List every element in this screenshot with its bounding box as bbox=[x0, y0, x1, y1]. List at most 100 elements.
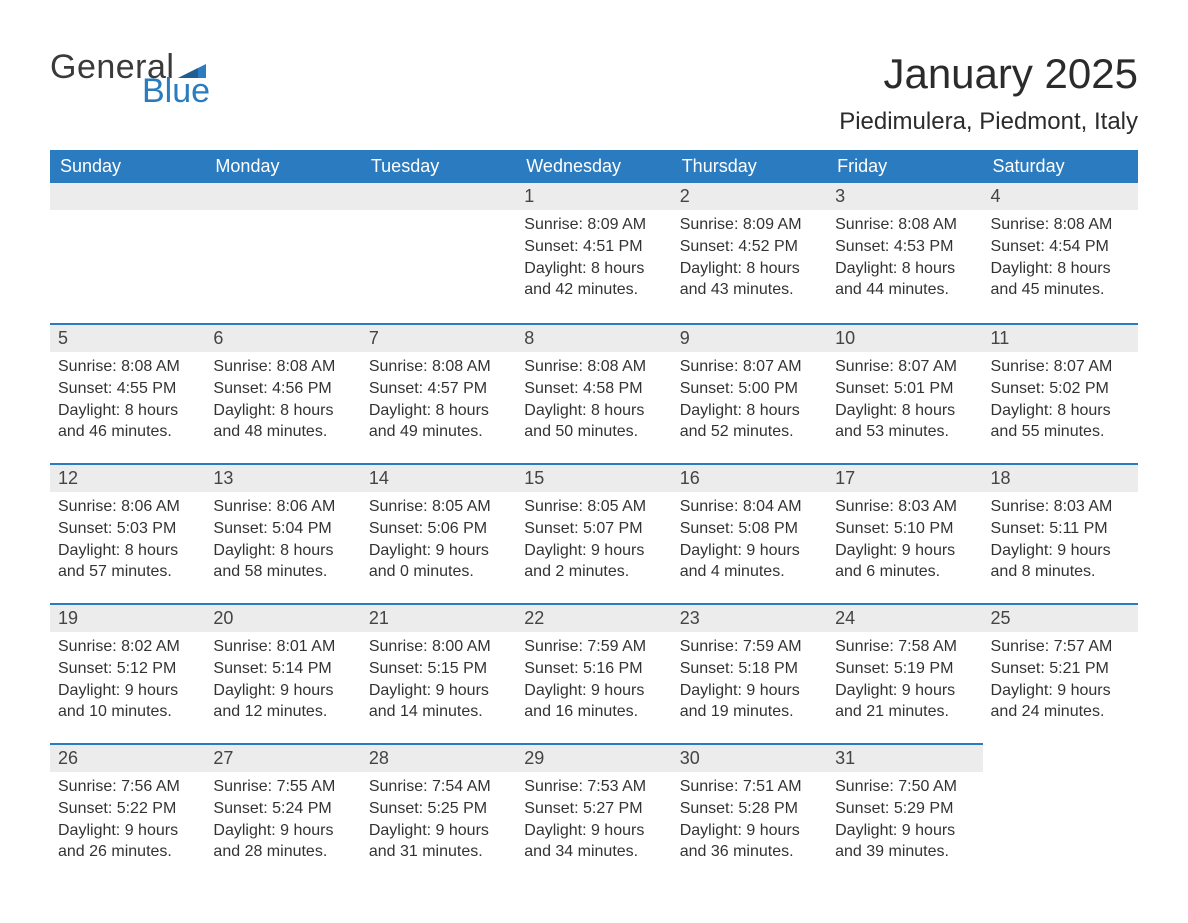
day-body: Sunrise: 7:51 AMSunset: 5:28 PMDaylight:… bbox=[672, 772, 827, 872]
day-header: Sunday bbox=[50, 150, 205, 183]
daylight-text-2: and 19 minutes. bbox=[680, 701, 819, 723]
daylight-text-1: Daylight: 9 hours bbox=[369, 680, 508, 702]
daylight-text-1: Daylight: 8 hours bbox=[213, 400, 352, 422]
day-header: Wednesday bbox=[516, 150, 671, 183]
day-number-bar: 14 bbox=[361, 463, 516, 492]
sunrise-text: Sunrise: 7:58 AM bbox=[835, 636, 974, 658]
daylight-text-2: and 2 minutes. bbox=[524, 561, 663, 583]
daylight-text-2: and 14 minutes. bbox=[369, 701, 508, 723]
day-number-bar: 21 bbox=[361, 603, 516, 632]
daylight-text-2: and 52 minutes. bbox=[680, 421, 819, 443]
calendar-cell: 14Sunrise: 8:05 AMSunset: 5:06 PMDayligh… bbox=[361, 463, 516, 603]
daylight-text-1: Daylight: 8 hours bbox=[213, 540, 352, 562]
sunset-text: Sunset: 5:19 PM bbox=[835, 658, 974, 680]
daylight-text-1: Daylight: 9 hours bbox=[680, 540, 819, 562]
daylight-text-2: and 45 minutes. bbox=[991, 279, 1130, 301]
sunset-text: Sunset: 5:16 PM bbox=[524, 658, 663, 680]
sunrise-text: Sunrise: 8:08 AM bbox=[524, 356, 663, 378]
calendar-cell: 17 Sunrise: 8:03 AMSunset: 5:10 PMDayligh… bbox=[827, 463, 982, 603]
day-body: Sunrise: 7:50 AMSunset: 5:29 PMDaylight:… bbox=[827, 772, 982, 872]
day-body: Sunrise: 8:07 AMSunset: 5:02 PMDaylight:… bbox=[983, 352, 1138, 452]
day-number-bar: 17 bbox=[827, 463, 982, 492]
daylight-text-2: and 10 minutes. bbox=[58, 701, 197, 723]
calendar-cell: 4Sunrise: 8:08 AMSunset: 4:54 PMDaylight… bbox=[983, 183, 1138, 323]
calendar-cell bbox=[50, 183, 205, 323]
day-body: Sunrise: 8:08 AMSunset: 4:56 PMDaylight:… bbox=[205, 352, 360, 452]
daylight-text-2: and 44 minutes. bbox=[835, 279, 974, 301]
month-title: January 2025 bbox=[839, 50, 1138, 98]
sunrise-text: Sunrise: 8:00 AM bbox=[369, 636, 508, 658]
day-body: Sunrise: 8:00 AMSunset: 5:15 PMDaylight:… bbox=[361, 632, 516, 732]
logo: General Blue bbox=[50, 50, 210, 108]
day-body: Sunrise: 7:55 AMSunset: 5:24 PMDaylight:… bbox=[205, 772, 360, 872]
day-body: Sunrise: 7:53 AMSunset: 5:27 PMDaylight:… bbox=[516, 772, 671, 872]
calendar-cell: 12Sunrise: 8:06 AMSunset: 5:03 PMDayligh… bbox=[50, 463, 205, 603]
day-header: Thursday bbox=[672, 150, 827, 183]
daylight-text-1: Daylight: 9 hours bbox=[991, 680, 1130, 702]
sunset-text: Sunset: 5:27 PM bbox=[524, 798, 663, 820]
day-body: Sunrise: 8:07 AMSunset: 5:01 PMDaylight:… bbox=[827, 352, 982, 452]
sunrise-text: Sunrise: 8:09 AM bbox=[680, 214, 819, 236]
daylight-text-1: Daylight: 9 hours bbox=[835, 540, 974, 562]
sunset-text: Sunset: 5:04 PM bbox=[213, 518, 352, 540]
daylight-text-2: and 6 minutes. bbox=[835, 561, 974, 583]
daylight-text-1: Daylight: 9 hours bbox=[680, 680, 819, 702]
sunset-text: Sunset: 5:07 PM bbox=[524, 518, 663, 540]
daylight-text-1: Daylight: 8 hours bbox=[524, 258, 663, 280]
day-body: Sunrise: 8:06 AMSunset: 5:04 PMDaylight:… bbox=[205, 492, 360, 592]
day-number-bar: 29 bbox=[516, 743, 671, 772]
sunrise-text: Sunrise: 8:06 AM bbox=[213, 496, 352, 518]
title-block: January 2025 Piedimulera, Piedmont, Ital… bbox=[839, 50, 1138, 136]
day-number-bar: 11 bbox=[983, 323, 1138, 352]
daylight-text-1: Daylight: 9 hours bbox=[991, 540, 1130, 562]
day-header: Tuesday bbox=[361, 150, 516, 183]
daylight-text-2: and 34 minutes. bbox=[524, 841, 663, 863]
day-body: Sunrise: 8:06 AMSunset: 5:03 PMDaylight:… bbox=[50, 492, 205, 592]
day-number-bar: 23 bbox=[672, 603, 827, 632]
calendar-cell: 13Sunrise: 8:06 AMSunset: 5:04 PMDayligh… bbox=[205, 463, 360, 603]
calendar-cell: 20Sunrise: 8:01 AMSunset: 5:14 PMDayligh… bbox=[205, 603, 360, 743]
day-body: Sunrise: 7:57 AMSunset: 5:21 PMDaylight:… bbox=[983, 632, 1138, 732]
day-body: Sunrise: 8:05 AMSunset: 5:07 PMDaylight:… bbox=[516, 492, 671, 592]
sunset-text: Sunset: 5:06 PM bbox=[369, 518, 508, 540]
daylight-text-2: and 46 minutes. bbox=[58, 421, 197, 443]
sunset-text: Sunset: 4:52 PM bbox=[680, 236, 819, 258]
day-body: Sunrise: 7:58 AMSunset: 5:19 PMDaylight:… bbox=[827, 632, 982, 732]
calendar-cell: 16Sunrise: 8:04 AMSunset: 5:08 PMDayligh… bbox=[672, 463, 827, 603]
day-body: Sunrise: 8:08 AMSunset: 4:53 PMDaylight:… bbox=[827, 210, 982, 310]
calendar-cell: 22Sunrise: 7:59 AMSunset: 5:16 PMDayligh… bbox=[516, 603, 671, 743]
sunrise-text: Sunrise: 8:02 AM bbox=[58, 636, 197, 658]
logo-text-blue: Blue bbox=[142, 74, 210, 108]
sunset-text: Sunset: 5:18 PM bbox=[680, 658, 819, 680]
daylight-text-1: Daylight: 8 hours bbox=[991, 400, 1130, 422]
daylight-text-2: and 24 minutes. bbox=[991, 701, 1130, 723]
sunrise-text: Sunrise: 7:57 AM bbox=[991, 636, 1130, 658]
daylight-text-1: Daylight: 9 hours bbox=[369, 540, 508, 562]
sunrise-text: Sunrise: 8:03 AM bbox=[835, 496, 974, 518]
daylight-text-2: and 16 minutes. bbox=[524, 701, 663, 723]
day-number-bar: 18 bbox=[983, 463, 1138, 492]
day-body: Sunrise: 8:09 AMSunset: 4:51 PMDaylight:… bbox=[516, 210, 671, 310]
daylight-text-2: and 39 minutes. bbox=[835, 841, 974, 863]
calendar-cell: 7Sunrise: 8:08 AMSunset: 4:57 PMDaylight… bbox=[361, 323, 516, 463]
sunrise-text: Sunrise: 8:07 AM bbox=[991, 356, 1130, 378]
calendar-week-row: 1Sunrise: 8:09 AMSunset: 4:51 PMDaylight… bbox=[50, 183, 1138, 323]
sunset-text: Sunset: 5:21 PM bbox=[991, 658, 1130, 680]
sunset-text: Sunset: 5:12 PM bbox=[58, 658, 197, 680]
sunset-text: Sunset: 5:10 PM bbox=[835, 518, 974, 540]
day-header: Monday bbox=[205, 150, 360, 183]
calendar-week-row: 5Sunrise: 8:08 AMSunset: 4:55 PMDaylight… bbox=[50, 323, 1138, 463]
day-number-bar: 31 bbox=[827, 743, 982, 772]
daylight-text-1: Daylight: 9 hours bbox=[213, 680, 352, 702]
calendar-cell: 5Sunrise: 8:08 AMSunset: 4:55 PMDaylight… bbox=[50, 323, 205, 463]
day-number-bar: 6 bbox=[205, 323, 360, 352]
sunrise-text: Sunrise: 7:55 AM bbox=[213, 776, 352, 798]
day-number-bar: 12 bbox=[50, 463, 205, 492]
sunset-text: Sunset: 4:54 PM bbox=[991, 236, 1130, 258]
calendar-table: SundayMondayTuesdayWednesdayThursdayFrid… bbox=[50, 150, 1138, 883]
calendar-cell: 10Sunrise: 8:07 AMSunset: 5:01 PMDayligh… bbox=[827, 323, 982, 463]
daylight-text-1: Daylight: 9 hours bbox=[369, 820, 508, 842]
sunset-text: Sunset: 4:53 PM bbox=[835, 236, 974, 258]
day-number-bar: 24 bbox=[827, 603, 982, 632]
daylight-text-1: Daylight: 8 hours bbox=[991, 258, 1130, 280]
